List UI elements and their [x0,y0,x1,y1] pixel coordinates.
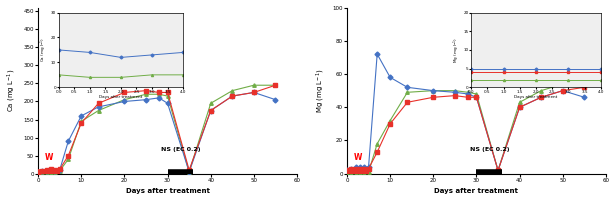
Text: NS (EC 0.2): NS (EC 0.2) [470,147,509,152]
Text: W: W [45,153,53,162]
Y-axis label: Mg (mg L$^{-1}$): Mg (mg L$^{-1}$) [314,68,327,113]
Text: NS (EC 0.2): NS (EC 0.2) [161,147,200,152]
Y-axis label: Ca (mg L$^{-1}$): Ca (mg L$^{-1}$) [6,69,18,112]
X-axis label: Days after treatment: Days after treatment [434,188,518,194]
Text: W: W [354,153,362,162]
X-axis label: Days after treatment: Days after treatment [125,188,210,194]
